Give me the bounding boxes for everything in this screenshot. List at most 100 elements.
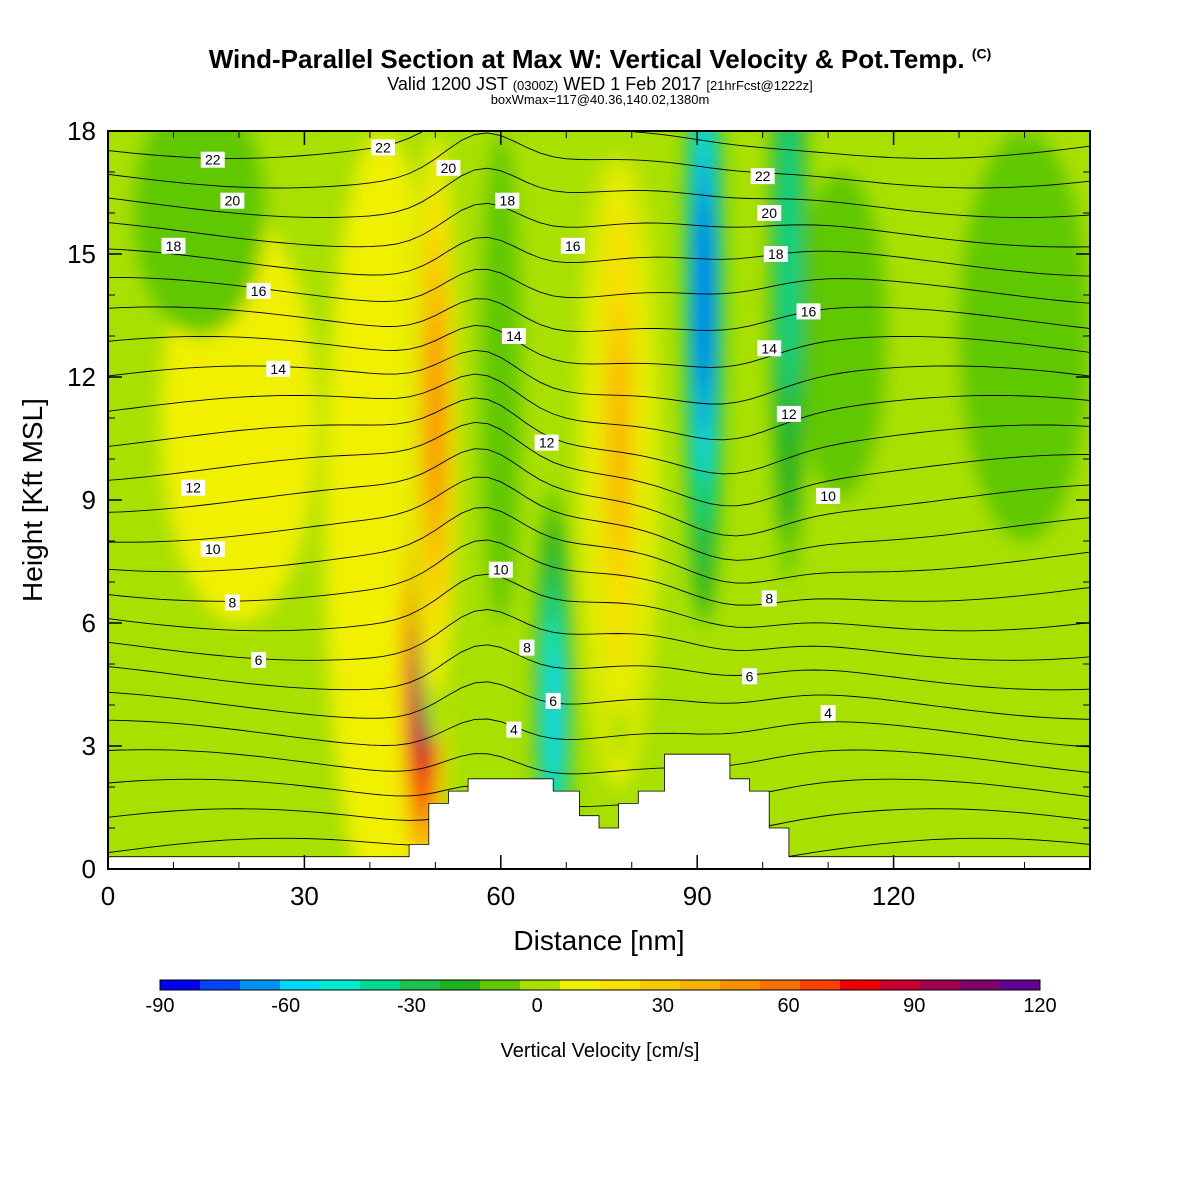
theta-label: 18 — [763, 246, 788, 262]
theta-label: 16 — [796, 303, 821, 320]
theta-label: 12 — [776, 405, 801, 422]
theta-label-bg — [370, 139, 395, 156]
theta-label: 10 — [200, 541, 225, 558]
chart-subtitle: Valid 1200 JST (0300Z) WED 1 Feb 2017 [2… — [387, 74, 813, 94]
theta-label-bg — [820, 705, 836, 722]
plot-area: 22 20 18 16 14 12 10 8 6 22 20 18 16 14 12 10 8 6 4 22 20 18 1… — [108, 131, 1090, 869]
x-tick-label: 30 — [290, 881, 319, 911]
theta-contour-line — [108, 132, 1090, 189]
theta-label: 20 — [757, 205, 782, 221]
theta-contours — [108, 131, 1090, 869]
y-tick-label: 15 — [67, 239, 96, 269]
x-axis: 0 30 60 90 120 — [101, 131, 1026, 911]
theta-contour-line — [108, 609, 1090, 661]
velocity-band-4 — [959, 131, 1090, 541]
theta-label-bg — [495, 192, 520, 209]
velocity-field — [134, 131, 1090, 869]
theta-label: 12 — [534, 434, 559, 451]
x-axis-label: Distance [nm] — [513, 925, 684, 956]
velocity-feature-4-level-5 — [698, 199, 710, 391]
colorbar-tick-label: 0 — [532, 995, 543, 1017]
theta-label: 22 — [750, 168, 775, 185]
theta-label: 4 — [506, 721, 522, 738]
theta-contour-line — [274, 867, 1083, 869]
theta-label-text: 6 — [746, 668, 754, 684]
theta-contour-line — [108, 573, 1090, 632]
colorbar: -90 -60 -30 0 30 60 90 120 — [146, 979, 1057, 1017]
theta-label-bg — [776, 405, 801, 422]
theta-label: 14 — [501, 328, 526, 344]
theta-label: 20 — [436, 159, 461, 176]
theta-contour-line — [108, 131, 1090, 159]
theta-label-text: 22 — [375, 139, 391, 155]
colorbar-swatch — [160, 980, 201, 990]
theta-label-bg — [816, 487, 841, 504]
theta-label-text: 20 — [761, 205, 777, 221]
velocity-feature-5-level-5 — [783, 158, 795, 350]
colorbar-tick-label: -30 — [397, 995, 426, 1017]
theta-label-bg — [757, 205, 782, 221]
colorbar-swatch — [440, 980, 481, 990]
theta-contour-line — [108, 644, 1090, 691]
velocity-band-6 — [134, 131, 266, 336]
colorbar-frame — [159, 979, 1041, 991]
velocity-feature-3-level-5 — [547, 647, 559, 779]
x-tick-label: 0 — [101, 881, 115, 911]
theta-label-text: 14 — [270, 361, 286, 377]
theta-label: 6 — [742, 668, 758, 685]
colorbar-swatch — [240, 980, 281, 990]
theta-label-bg — [501, 328, 526, 344]
colorbar-swatch — [600, 980, 641, 990]
theta-label-bg — [545, 692, 561, 709]
y-tick-label: 0 — [82, 854, 96, 884]
theta-label-bg — [200, 541, 225, 558]
theta-label: 6 — [251, 651, 267, 668]
theta-label-text: 4 — [510, 722, 518, 738]
theta-contour-line — [108, 476, 1090, 561]
theta-label-bg — [266, 360, 291, 377]
colorbar-tick-label: 60 — [777, 995, 799, 1017]
velocity-band-7 — [481, 131, 521, 623]
theta-label-text: 22 — [205, 152, 221, 168]
theta-label: 4 — [820, 705, 836, 722]
theta-label: 14 — [266, 360, 291, 377]
y-tick-label: 18 — [67, 116, 96, 146]
theta-label-text: 20 — [441, 160, 457, 176]
chart-title: Wind-Parallel Section at Max W: Vertical… — [208, 44, 992, 74]
x-tick-label: 60 — [486, 881, 515, 911]
colorbar-swatch — [520, 980, 561, 990]
theta-label-text: 16 — [801, 303, 817, 319]
theta-label: 12 — [181, 479, 206, 496]
theta-label-bg — [220, 192, 245, 209]
theta-contour-line — [108, 268, 1090, 304]
theta-contour-line — [108, 298, 1090, 333]
theta-label-bg — [200, 151, 225, 168]
colorbar-swatch — [320, 980, 361, 990]
theta-label: 22 — [200, 151, 225, 168]
theta-label-text: 6 — [549, 693, 557, 709]
velocity-feature-2-level-5 — [611, 342, 627, 535]
colorbar-tick-label: 120 — [1023, 995, 1056, 1017]
theta-label-text: 4 — [824, 705, 832, 721]
y-axis-label: Height [Kft MSL] — [17, 398, 48, 602]
theta-contour-line — [108, 681, 1090, 720]
colorbar-swatch — [480, 980, 521, 990]
y-tick-label: 6 — [82, 608, 96, 638]
colorbar-tick-label: -90 — [146, 995, 175, 1017]
theta-label: 6 — [545, 692, 561, 709]
theta-label: 10 — [816, 487, 841, 504]
theta-label-text: 12 — [781, 406, 797, 422]
colorbar-swatch — [400, 980, 441, 990]
theta-label-bg — [181, 479, 206, 496]
y-tick-label: 12 — [67, 362, 96, 392]
velocity-feature-1-level-5 — [427, 322, 443, 514]
colorbar-swatch — [640, 980, 681, 990]
theta-label-text: 6 — [255, 652, 263, 668]
theta-label-bg — [534, 434, 559, 451]
theta-label: 14 — [757, 340, 782, 357]
theta-label-bg — [488, 561, 513, 578]
theta-label-bg — [560, 237, 585, 254]
theta-contour-line — [108, 778, 1090, 807]
